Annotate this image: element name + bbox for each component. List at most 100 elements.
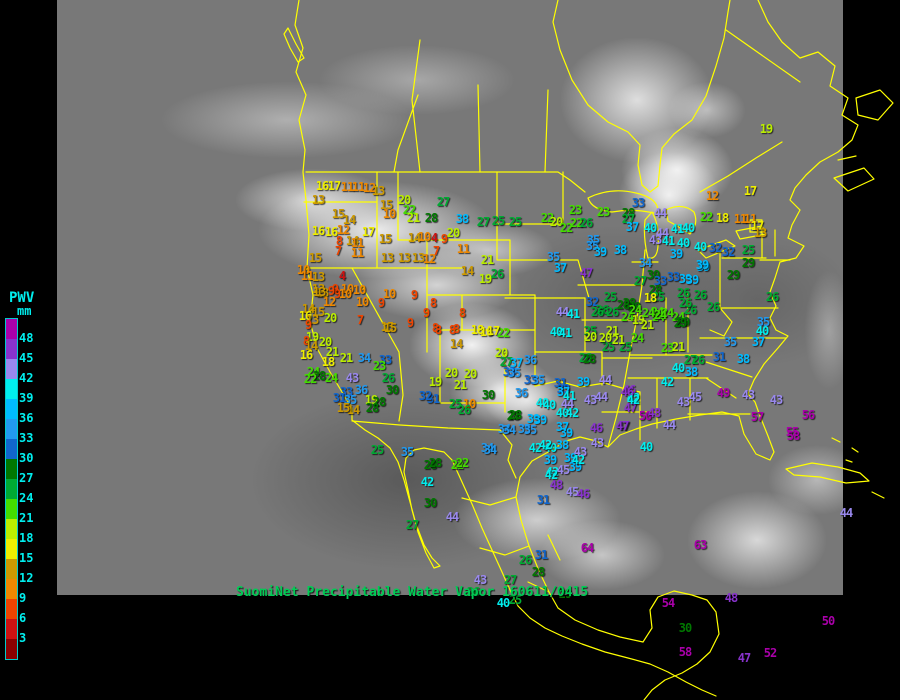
station-pwv-value: 7 xyxy=(432,244,440,258)
station-pwv-value: 11 xyxy=(351,180,365,194)
station-pwv-value: 15 xyxy=(383,321,397,335)
station-pwv-value: 12 xyxy=(336,223,350,237)
station-pwv-value: 26 xyxy=(595,303,609,317)
station-pwv-value: 11 xyxy=(456,242,470,256)
station-pwv-value: 24 xyxy=(660,306,674,320)
station-pwv-value: 28 xyxy=(531,565,545,579)
station-pwv-value: 19 xyxy=(478,272,492,286)
station-pwv-value: 46 xyxy=(576,487,590,501)
station-pwv-value: 20 xyxy=(318,335,332,349)
station-pwv-value: 24 xyxy=(651,310,665,324)
station-pwv-value: 26 xyxy=(381,371,395,385)
station-pwv-value: 25 xyxy=(508,215,522,229)
station-pwv-value: 32 xyxy=(585,295,599,309)
station-pwv-value: 44 xyxy=(445,510,459,524)
station-pwv-value: 18 xyxy=(715,211,729,225)
station-pwv-value: 49 xyxy=(716,386,730,400)
station-pwv-value: 42 xyxy=(571,453,585,467)
station-pwv-value: 37 xyxy=(509,356,523,370)
station-pwv-value: 9 xyxy=(333,287,341,301)
station-pwv-value: 43 xyxy=(769,393,783,407)
station-pwv-value: 25 xyxy=(741,243,755,257)
station-pwv-value: 47 xyxy=(579,266,593,280)
station-pwv-value: 41 xyxy=(558,326,572,340)
station-pwv-value: 48 xyxy=(549,478,563,492)
station-pwv-value: 24 xyxy=(650,305,664,319)
station-pwv-value: 25 xyxy=(651,290,665,304)
station-pwv-value: 21 xyxy=(339,351,353,365)
station-pwv-value: 26 xyxy=(691,353,705,367)
station-pwv-value: 35 xyxy=(400,445,414,459)
station-pwv-value: 37 xyxy=(553,261,567,275)
station-pwv-value: 16 xyxy=(298,309,312,323)
newfoundland xyxy=(855,89,894,121)
station-pwv-value: 44 xyxy=(594,390,608,404)
station-pwv-value: 19 xyxy=(364,393,378,407)
station-pwv-value: 58 xyxy=(678,645,692,659)
station-pwv-value: 26 xyxy=(765,290,779,304)
station-pwv-value: 38 xyxy=(684,365,698,379)
legend-tick-label: 45 xyxy=(19,351,34,365)
station-pwv-value: 43 xyxy=(473,573,487,587)
station-pwv-value: 12 xyxy=(322,295,336,309)
station-pwv-value: 35 xyxy=(523,423,537,437)
station-pwv-value: 22 xyxy=(450,458,464,472)
legend-color-block xyxy=(6,479,17,499)
station-pwv-value: 20 xyxy=(323,311,337,325)
station-pwv-value: 24 xyxy=(628,303,642,317)
station-pwv-value: 24 xyxy=(630,331,644,345)
station-pwv-value: 22 xyxy=(559,221,573,235)
legend-tick-label: 33 xyxy=(19,431,34,445)
station-pwv-value: 21 xyxy=(480,253,494,267)
caption-text: SuomiNet Precipitable Water Vapor 160611… xyxy=(236,585,589,600)
station-pwv-value: 38 xyxy=(455,212,469,226)
station-pwv-value: 43 xyxy=(590,436,604,450)
station-pwv-value: 21 xyxy=(605,324,619,338)
station-pwv-value: 15 xyxy=(311,305,325,319)
station-pwv-value: 40 xyxy=(543,441,557,455)
station-pwv-value: 29 xyxy=(741,256,755,270)
station-pwv-value: 36 xyxy=(354,383,368,397)
station-pwv-value: 41 xyxy=(562,389,576,403)
station-pwv-value: 44 xyxy=(555,305,569,319)
station-pwv-value: 32 xyxy=(708,241,722,255)
station-pwv-value: 9 xyxy=(377,296,385,310)
station-pwv-value: 33 xyxy=(666,270,680,284)
station-pwv-value: 34 xyxy=(497,422,511,436)
legend-color-bar xyxy=(5,318,18,660)
station-pwv-value: 40 xyxy=(676,236,690,250)
legend-title: PWV xyxy=(9,290,35,306)
station-pwv-value: 46 xyxy=(622,383,636,397)
legend-tick-label: 9 xyxy=(19,591,27,605)
station-pwv-value: 42 xyxy=(528,441,542,455)
station-pwv-value: 26 xyxy=(683,303,697,317)
station-pwv-value: 33 xyxy=(502,365,516,379)
station-pwv-value: 39 xyxy=(543,453,557,467)
station-pwv-value: 13 xyxy=(411,251,425,265)
station-pwv-value: 11 xyxy=(300,269,314,283)
legend-color-block xyxy=(6,379,17,399)
station-pwv-value: 14 xyxy=(407,231,421,245)
station-pwv-value: 39 xyxy=(695,258,709,272)
station-pwv-value: 10 xyxy=(417,230,431,244)
station-pwv-value: 41 xyxy=(566,307,580,321)
station-pwv-value: 11 xyxy=(340,180,354,194)
station-pwv-value: 44 xyxy=(560,397,574,411)
station-pwv-value: 33 xyxy=(631,196,645,210)
station-pwv-value: 23 xyxy=(568,203,582,217)
station-pwv-value: 13 xyxy=(312,285,326,299)
station-pwv-value: 20 xyxy=(397,193,411,207)
station-pwv-value: 19 xyxy=(759,122,773,136)
station-pwv-value: 28 xyxy=(582,352,596,366)
station-pwv-value: 15 xyxy=(308,251,322,265)
station-pwv-value: 29 xyxy=(558,587,572,601)
station-pwv-value: 4 xyxy=(430,231,438,245)
station-pwv-value: 36 xyxy=(523,353,537,367)
station-pwv-value: 31 xyxy=(426,392,440,406)
station-pwv-value: 26 xyxy=(676,286,690,300)
station-pwv-value: 20 xyxy=(549,215,563,229)
station-pwv-value: 28 xyxy=(424,211,438,225)
station-pwv-value: 31 xyxy=(332,391,346,405)
station-pwv-value: 28 xyxy=(622,296,636,310)
station-pwv-value: 29 xyxy=(676,315,690,329)
